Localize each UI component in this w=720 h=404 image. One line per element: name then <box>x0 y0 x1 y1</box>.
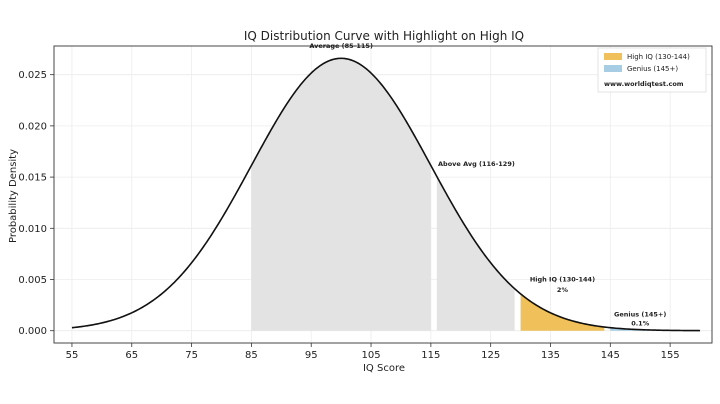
y-tick-label: 0.010 <box>18 224 47 235</box>
annotation-label: Genius (145+) <box>614 310 666 318</box>
x-tick-label: 105 <box>361 350 380 361</box>
x-tick-label: 55 <box>66 350 79 361</box>
x-tick-label: 75 <box>185 350 198 361</box>
x-tick-label: 155 <box>661 350 680 361</box>
y-tick-label: 0.000 <box>18 326 47 337</box>
y-tick-label: 0.025 <box>18 70 47 81</box>
x-tick-label: 65 <box>125 350 138 361</box>
annotation-label: Average (85-115) <box>309 42 373 50</box>
legend-swatch-high-iq <box>604 53 622 60</box>
x-tick-label: 145 <box>601 350 620 361</box>
annotation-label: Above Avg (116-129) <box>438 160 515 168</box>
plot-frame <box>53 45 713 344</box>
y-axis-label: Probability Density <box>8 149 19 243</box>
chart-title: IQ Distribution Curve with Highlight on … <box>244 29 524 43</box>
legend: High IQ (130-144) Genius (145+) www.worl… <box>597 47 707 93</box>
region-average-85-115 <box>251 58 431 331</box>
x-tick-label: 115 <box>421 350 440 361</box>
annotation-layer: Average (85-115) Above Avg (116-129) High … <box>309 42 666 328</box>
shaded-regions <box>251 58 701 331</box>
axes: 55 65 75 85 95 105 115 125 135 145 155 0.000 0.005 0.… <box>18 45 713 361</box>
distribution-curve <box>71 57 701 332</box>
y-tick-label: 0.015 <box>18 173 47 184</box>
x-tick-label: 85 <box>245 350 258 361</box>
legend-website-note: www.worldiqtest.com <box>604 80 684 88</box>
annotation-label: 2% <box>557 286 569 294</box>
legend-label-genius: Genius (145+) <box>627 65 678 73</box>
region-high-iq-130-144 <box>520 293 605 331</box>
x-axis-label: IQ Score <box>363 363 405 374</box>
annotation-label: High IQ (130-144) <box>530 276 595 284</box>
y-tick-label: 0.020 <box>18 121 47 132</box>
legend-label-high-iq: High IQ (130-144) <box>627 53 690 61</box>
x-tick-label: 135 <box>541 350 560 361</box>
curve-layer <box>71 57 701 332</box>
legend-swatch-genius <box>604 65 622 72</box>
x-tick-label: 95 <box>305 350 318 361</box>
region-above-avg-116-129 <box>436 176 515 331</box>
x-tick-label: 125 <box>481 350 500 361</box>
annotation-label: 0.1% <box>631 320 650 328</box>
y-tick-label: 0.005 <box>18 275 47 286</box>
